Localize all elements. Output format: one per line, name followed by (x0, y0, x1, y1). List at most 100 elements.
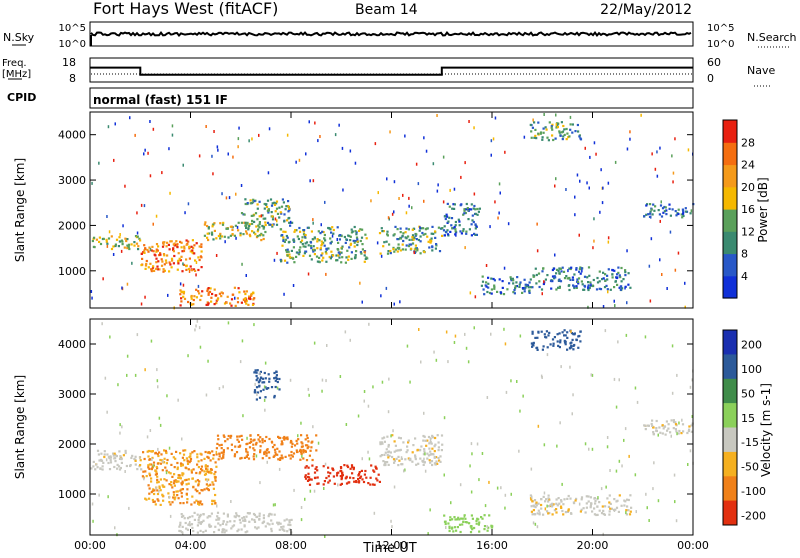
data-cell (565, 138, 568, 141)
data-cell (624, 269, 627, 272)
data-cell (249, 297, 252, 301)
data-cell (397, 449, 400, 452)
nsearch-label: N.Search (747, 31, 797, 44)
data-cell (617, 271, 620, 274)
data-cell (144, 368, 146, 372)
data-cell (229, 436, 232, 439)
data-cell (196, 456, 199, 459)
data-cell (468, 228, 471, 231)
data-cell (237, 528, 240, 531)
data-cell (145, 498, 148, 501)
data-cell (539, 131, 543, 134)
data-cell (262, 377, 265, 380)
data-cell (165, 462, 168, 465)
data-cell (220, 295, 223, 298)
data-cell (248, 441, 251, 444)
data-cell (476, 207, 479, 211)
data-cell (171, 501, 174, 504)
data-cell (347, 258, 350, 261)
data-cell (270, 204, 274, 207)
data-cell (537, 331, 540, 334)
data-cell (172, 247, 175, 250)
data-cell (623, 504, 626, 507)
data-cell (386, 461, 389, 464)
data-cell (249, 434, 252, 437)
data-cell (351, 466, 354, 469)
data-cell (419, 457, 422, 460)
data-cell (143, 477, 145, 481)
data-cell (274, 453, 278, 456)
data-cell (556, 126, 559, 129)
data-cell (257, 228, 260, 231)
data-cell (143, 251, 146, 254)
data-cell (357, 477, 360, 481)
data-cell (361, 478, 364, 481)
data-cell (316, 238, 319, 241)
data-cell (567, 284, 570, 287)
data-cell (190, 269, 194, 272)
data-cell (528, 291, 531, 294)
data-cell (540, 288, 544, 291)
data-cell (200, 468, 203, 471)
data-cell (224, 240, 226, 244)
data-cell (388, 243, 391, 246)
data-cell (243, 518, 247, 521)
data-cell (351, 472, 354, 475)
data-cell (260, 239, 263, 242)
data-cell (198, 258, 201, 262)
data-cell (273, 454, 276, 457)
data-cell (540, 330, 543, 333)
data-cell (176, 467, 179, 471)
data-cell (172, 243, 175, 246)
data-cell (285, 234, 288, 238)
data-cell (264, 221, 267, 224)
data-cell (251, 137, 253, 141)
data-cell (458, 224, 461, 227)
data-cell (623, 438, 625, 442)
data-cell (367, 450, 369, 454)
data-cell (245, 443, 248, 446)
data-cell (188, 257, 191, 260)
data-cell (504, 342, 507, 346)
data-cell (171, 124, 174, 128)
data-cell (572, 284, 575, 287)
data-cell (339, 483, 342, 486)
data-cell (470, 490, 473, 494)
data-cell (469, 531, 473, 534)
data-cell (686, 431, 689, 435)
data-cell (560, 121, 563, 124)
data-cell (288, 253, 291, 256)
data-cell (449, 230, 452, 233)
data-cell (118, 236, 121, 239)
data-cell (262, 520, 265, 524)
data-cell (458, 518, 461, 521)
data-cell (304, 497, 306, 501)
data-cell (502, 293, 506, 296)
data-cell (248, 512, 251, 515)
data-cell (218, 387, 221, 390)
data-cell (191, 249, 194, 252)
data-cell (387, 463, 390, 466)
data-cell (181, 488, 184, 491)
data-cell (246, 451, 249, 454)
data-cell (564, 340, 567, 343)
data-cell (443, 473, 445, 477)
data-cell (182, 163, 184, 167)
data-cell (179, 240, 182, 243)
data-cell (575, 497, 578, 500)
data-cell (310, 230, 313, 233)
data-cell (308, 476, 311, 479)
data-cell (335, 254, 338, 257)
data-cell (391, 434, 394, 437)
data-cell (239, 234, 242, 237)
data-cell (138, 237, 141, 240)
data-cell (156, 467, 159, 470)
data-cell (304, 245, 307, 248)
data-cell (236, 297, 239, 300)
data-cell (466, 207, 469, 210)
data-cell (431, 436, 435, 439)
data-cell (465, 346, 468, 350)
data-cell (609, 502, 612, 505)
data-cell (544, 500, 547, 503)
data-cell (603, 286, 607, 289)
